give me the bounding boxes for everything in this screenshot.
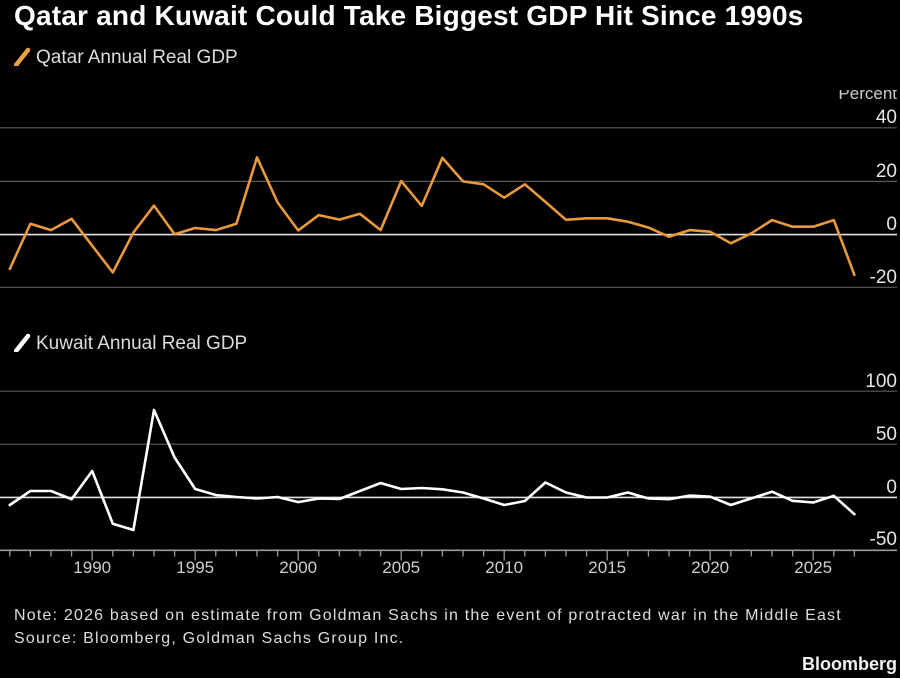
svg-text:2025: 2025 (794, 558, 832, 577)
svg-text:2020: 2020 (691, 558, 729, 577)
svg-text:1995: 1995 (176, 558, 214, 577)
svg-text:2015: 2015 (588, 558, 626, 577)
svg-text:2000: 2000 (279, 558, 317, 577)
svg-text:2010: 2010 (485, 558, 523, 577)
svg-text:1990: 1990 (73, 558, 111, 577)
svg-text:2005: 2005 (382, 558, 420, 577)
